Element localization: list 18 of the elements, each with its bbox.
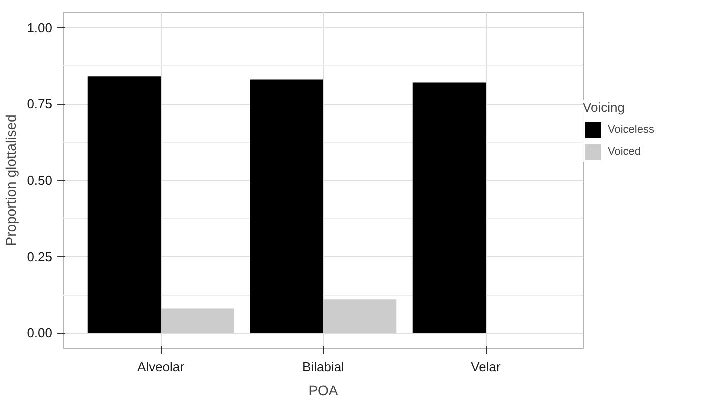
bar [324, 300, 397, 334]
y-tick-label: 0.00 [27, 326, 53, 341]
y-tick-label: 0.25 [27, 249, 53, 264]
legend-label: Voiced [608, 146, 642, 158]
y-tick-label: 0.50 [27, 173, 53, 188]
x-tick-label: Alveolar [138, 360, 186, 374]
legend-label: Voiceless [608, 124, 654, 136]
legend-title: Voicing [583, 100, 626, 115]
x-tick-label: Bilabial [302, 360, 345, 374]
y-axis-title: Proportion glottalised [3, 114, 20, 246]
bar [412, 82, 486, 334]
bar [161, 308, 234, 334]
x-axis-title: POA [308, 382, 339, 398]
bar [88, 76, 161, 334]
x-tick-label: Velar [471, 360, 502, 374]
bar [250, 80, 324, 334]
y-tick-label: 1.00 [27, 20, 53, 36]
y-tick-label: 0.75 [27, 96, 53, 112]
